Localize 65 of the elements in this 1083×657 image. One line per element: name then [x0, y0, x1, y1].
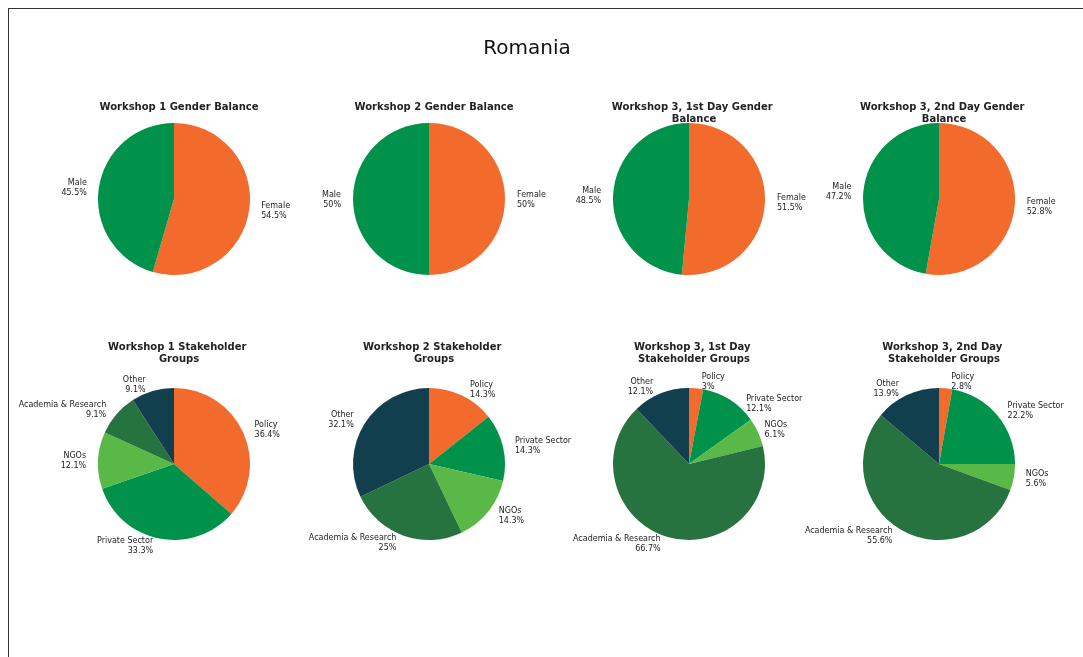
data-label: 6.1% — [764, 429, 786, 439]
data-label: 52.8% — [1026, 206, 1053, 216]
slice-label: Female — [261, 201, 291, 211]
chart-title: Workshop 3, 2nd Day Gender Balance — [860, 100, 1028, 124]
slice-label: Male — [67, 177, 87, 187]
data-label: 36.4% — [254, 430, 281, 440]
slice-label: Academia & Research — [18, 400, 107, 410]
data-label: 12.1% — [746, 403, 772, 413]
chart-title: Workshop 3, 2nd Day Stakeholder Groups — [882, 340, 1006, 364]
slice-label: Other — [630, 377, 654, 387]
data-label: 51.5% — [776, 203, 803, 213]
data-label: 14.3% — [470, 389, 496, 399]
slice-label: Male — [582, 185, 602, 195]
slice-label: Policy — [951, 371, 975, 381]
data-label: 14.3% — [498, 516, 525, 526]
chart-title: Workshop 2 Gender Balance — [354, 100, 514, 112]
slice-label: NGOs — [1025, 468, 1049, 478]
data-label: 25% — [378, 542, 397, 552]
chart-title: Workshop 3, 1st Day Stakeholder Groups — [634, 340, 754, 364]
data-label: 50% — [517, 199, 536, 209]
data-label: 9.1% — [125, 384, 146, 394]
chart-title: Workshop 1 Stakeholder Groups — [108, 340, 250, 364]
slice-label: NGOs — [764, 419, 788, 429]
slice-label: Policy — [470, 379, 494, 389]
data-label: 45.5% — [61, 187, 88, 197]
data-label: 54.5% — [261, 211, 287, 221]
data-label: 47.2% — [825, 192, 852, 202]
chart-title: Workshop 1 Gender Balance — [99, 100, 259, 112]
slice-label: Female — [1026, 196, 1056, 206]
slice-label: Academia & Research — [308, 532, 397, 542]
slice-label: Female — [776, 193, 806, 203]
slice-label: Academia & Research — [573, 534, 661, 544]
slice-label: Private Sector — [1007, 401, 1065, 411]
slice-label: Other — [331, 410, 355, 420]
data-label: 5.6% — [1025, 478, 1047, 488]
data-label: 33.3% — [127, 545, 154, 555]
data-label: 14.3% — [514, 446, 541, 456]
data-label: 55.6% — [867, 536, 893, 546]
slice-label: Female — [517, 189, 546, 199]
slice-label: NGOs — [498, 506, 522, 516]
data-label: 32.1% — [328, 420, 355, 430]
slice-label: Policy — [701, 371, 726, 381]
slice-label: Private Sector — [514, 436, 572, 446]
data-label: 12.1% — [60, 460, 87, 470]
data-label: 48.5% — [575, 195, 602, 205]
data-label: 66.7% — [635, 544, 661, 554]
slice-label: Academia & Research — [804, 526, 893, 536]
data-label: 50% — [323, 199, 342, 209]
slice-label: Policy — [254, 420, 278, 430]
slice-label: Private Sector — [97, 535, 154, 545]
slice-label: Male — [322, 189, 342, 199]
data-label: 13.9% — [873, 389, 900, 399]
text: Romania — [482, 35, 572, 59]
slice-label: Other — [122, 374, 147, 384]
data-label: 22.2% — [1007, 411, 1034, 421]
data-label: 2.8% — [951, 381, 973, 391]
data-label: 3% — [701, 381, 715, 391]
data-label: 12.1% — [627, 387, 654, 397]
slice-label: Private Sector — [746, 393, 804, 403]
slice-label: Male — [832, 182, 852, 192]
chart-title: Workshop 2 Stakeholder Groups — [363, 340, 505, 364]
chart-title: Workshop 3, 1st Day Gender Balance — [611, 100, 777, 124]
slice-label: Other — [876, 379, 900, 389]
slice-label: NGOs — [63, 450, 87, 460]
data-label: 9.1% — [85, 410, 107, 420]
